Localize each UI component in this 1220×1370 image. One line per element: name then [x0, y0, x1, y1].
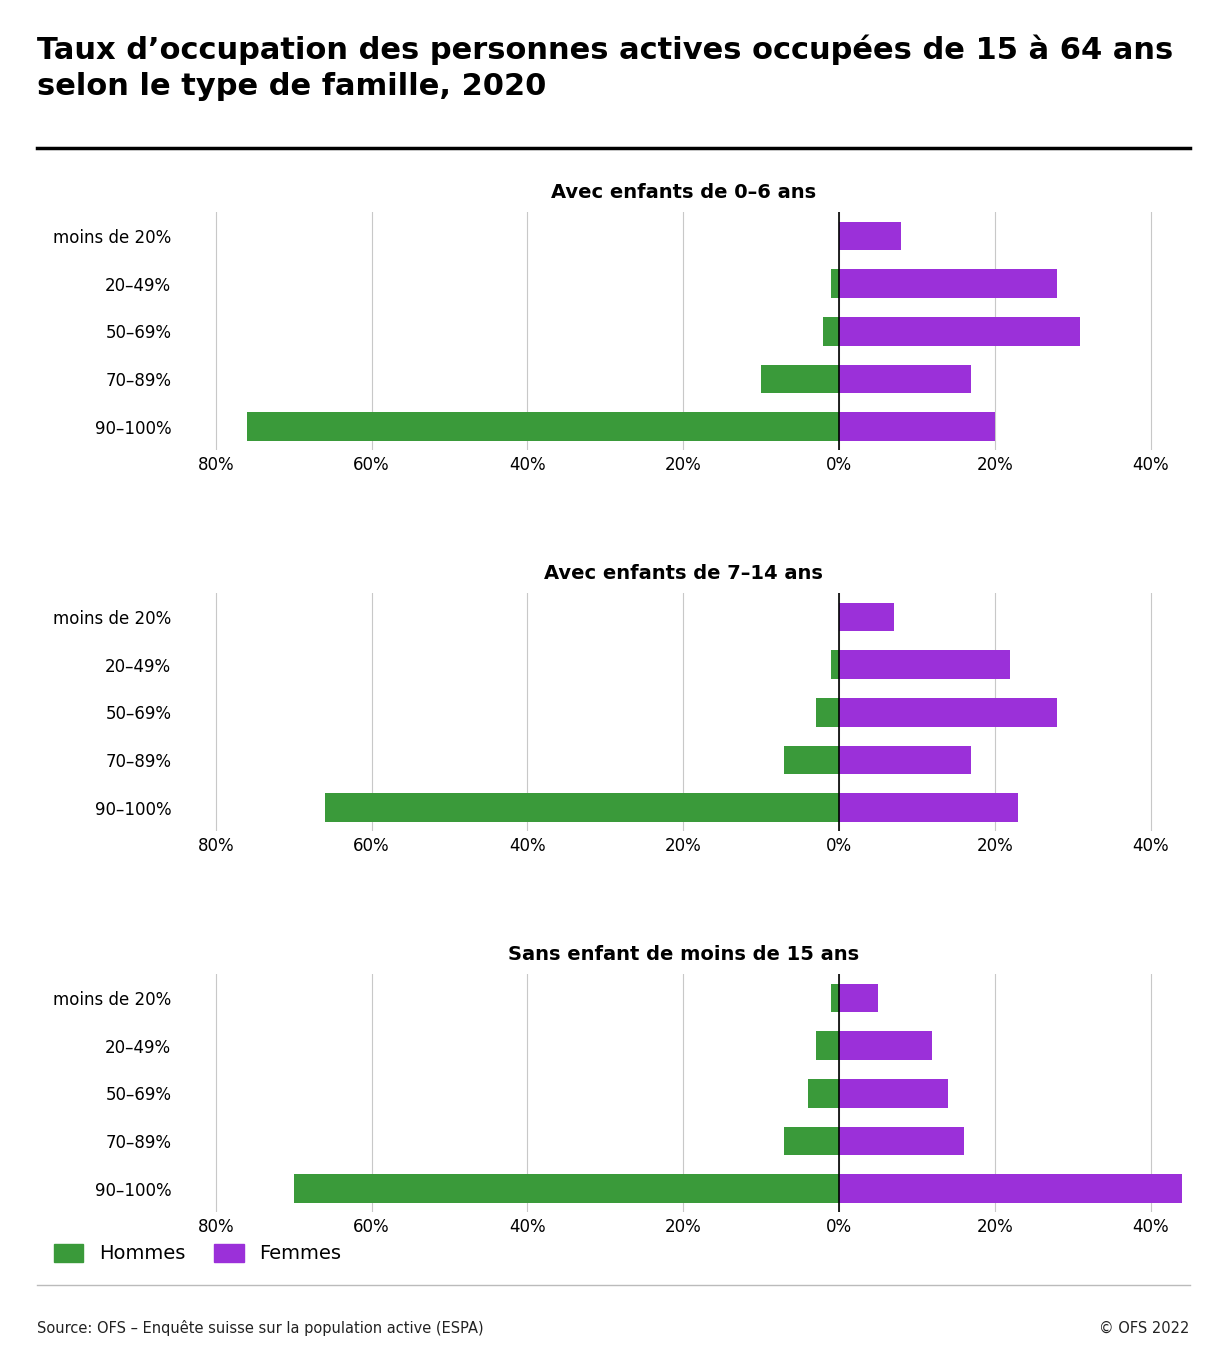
Bar [246, 412, 839, 441]
Bar [839, 412, 994, 441]
Bar [784, 1126, 839, 1155]
Bar [839, 745, 971, 774]
Bar [839, 1032, 932, 1060]
Bar [839, 984, 878, 1012]
Bar [839, 316, 1081, 345]
Bar [294, 1174, 839, 1203]
Title: Avec enfants de 0–6 ans: Avec enfants de 0–6 ans [550, 184, 816, 203]
Bar [784, 745, 839, 774]
Bar [816, 1032, 839, 1060]
Bar [839, 1126, 964, 1155]
Bar [824, 316, 839, 345]
Bar [325, 793, 839, 822]
Bar [761, 364, 839, 393]
Bar [839, 603, 893, 632]
Bar [839, 270, 1057, 299]
Bar [839, 222, 902, 251]
Bar [831, 984, 839, 1012]
Title: Sans enfant de moins de 15 ans: Sans enfant de moins de 15 ans [508, 945, 859, 964]
Text: Source: OFS – Enquête suisse sur la population active (ESPA): Source: OFS – Enquête suisse sur la popu… [37, 1319, 483, 1336]
Text: Taux d’occupation des personnes actives occupées de 15 à 64 ans
selon le type de: Taux d’occupation des personnes actives … [37, 34, 1172, 100]
Text: © OFS 2022: © OFS 2022 [1099, 1321, 1190, 1336]
Bar [831, 651, 839, 680]
Bar [808, 1080, 839, 1108]
Bar [831, 270, 839, 299]
Bar [839, 364, 971, 393]
Legend: Hommes, Femmes: Hommes, Femmes [46, 1236, 349, 1271]
Bar [816, 699, 839, 726]
Bar [839, 1174, 1182, 1203]
Bar [839, 1080, 948, 1108]
Bar [839, 793, 1019, 822]
Bar [839, 651, 1010, 680]
Title: Avec enfants de 7–14 ans: Avec enfants de 7–14 ans [544, 564, 822, 584]
Bar [839, 699, 1057, 726]
